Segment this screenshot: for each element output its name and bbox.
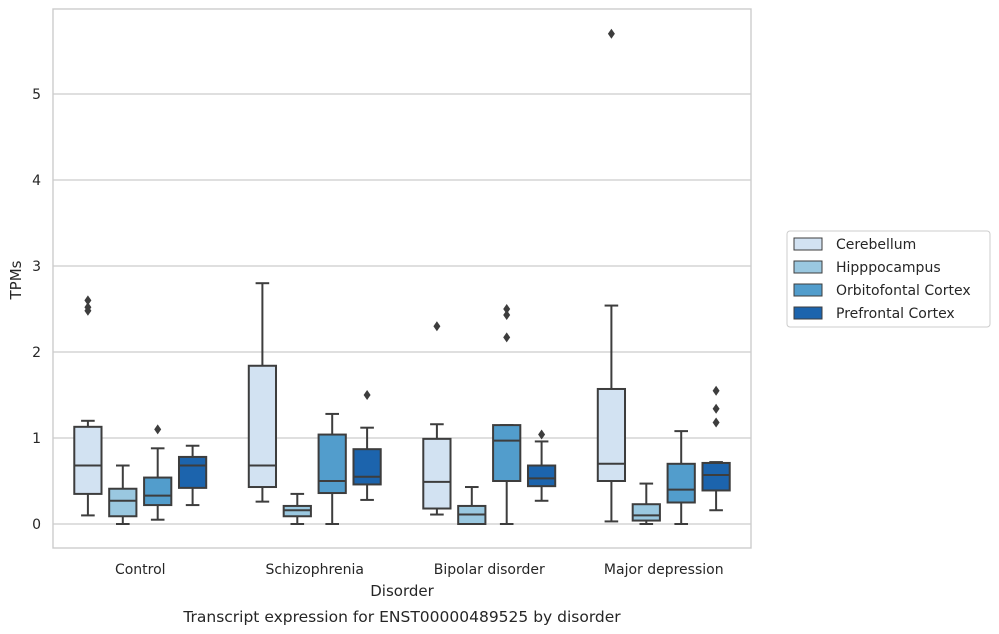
outlier-point [363, 390, 371, 400]
y-tick-label: 2 [32, 345, 41, 361]
box-group [492, 304, 522, 525]
box [73, 425, 103, 495]
legend-swatch [793, 260, 823, 274]
y-tick-label: 4 [32, 173, 41, 189]
legend-frame [786, 230, 991, 328]
box [492, 424, 522, 483]
legend-entry: Cerebellum [836, 237, 916, 253]
outlier-point [503, 304, 511, 314]
plot-frame [52, 8, 752, 549]
y-tick-label: 1 [32, 431, 41, 447]
box-group [422, 321, 452, 516]
box [596, 387, 627, 483]
x-tick-label: Bipolar disorder [434, 562, 545, 578]
outlier-point [538, 429, 546, 440]
outlier-point [712, 417, 720, 428]
legend-entry: Prefrontal Cortex [836, 306, 955, 322]
y-tick-label: 5 [32, 87, 41, 103]
x-tick-label: Schizophrenia [266, 562, 364, 578]
legend: Cerebellum Hipppocampus Orbitofontal Corte… [786, 230, 991, 328]
box [352, 448, 382, 486]
box-group [526, 429, 557, 502]
y-tick-label: 0 [32, 517, 41, 533]
box [247, 364, 278, 489]
box-group [457, 486, 487, 526]
box-group [282, 492, 312, 525]
x-tick-label: Major depression [604, 562, 724, 578]
outlier-point [433, 321, 441, 332]
chart-caption: Transcript expression for ENST0000048952… [182, 608, 621, 626]
box-group [666, 430, 696, 525]
outlier-point [84, 295, 92, 306]
box-group [701, 385, 731, 512]
legend-swatch [793, 237, 823, 251]
x-tick-label: Control [115, 562, 166, 578]
box [317, 433, 347, 495]
box-group [247, 282, 278, 503]
y-tick-labels: 0 1 2 3 4 5 [32, 87, 41, 533]
legend-entry: Orbitofontal Cortex [836, 283, 971, 299]
box [143, 476, 173, 507]
legend-swatch [793, 306, 823, 320]
y-tick-label: 3 [32, 259, 41, 275]
outlier-point [154, 424, 162, 435]
box [422, 437, 452, 510]
box-group [596, 28, 627, 523]
grid-lines [53, 93, 751, 525]
box [666, 462, 696, 504]
outlier-point [503, 332, 511, 343]
box [177, 455, 208, 489]
box [631, 503, 661, 522]
box-group [317, 412, 347, 525]
x-axis-label: Disorder [370, 582, 434, 600]
box-group [352, 390, 382, 501]
box [701, 461, 731, 492]
box [108, 487, 138, 518]
box-layer [73, 28, 731, 526]
outlier-point [712, 403, 720, 414]
legend-swatch [793, 283, 823, 297]
outlier-point [607, 28, 615, 39]
x-tick-labels: Control Schizophrenia Bipolar disorder Majo… [115, 562, 724, 578]
box-group [177, 444, 208, 507]
outlier-point [712, 385, 720, 396]
box-group [143, 424, 173, 521]
outlier-point [84, 302, 92, 313]
outlier-point [503, 310, 511, 321]
box-group [108, 464, 138, 525]
box-group [73, 295, 103, 517]
box [526, 464, 557, 488]
y-axis-label: TPMs [7, 260, 25, 300]
box-group [631, 482, 661, 525]
legend-entry: Hipppocampus [836, 260, 941, 276]
